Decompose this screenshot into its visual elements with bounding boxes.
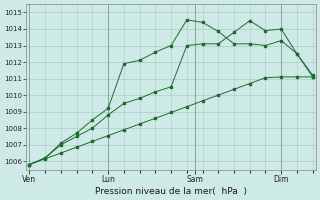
X-axis label: Pression niveau de la mer(  hPa  ): Pression niveau de la mer( hPa ) xyxy=(95,187,247,196)
